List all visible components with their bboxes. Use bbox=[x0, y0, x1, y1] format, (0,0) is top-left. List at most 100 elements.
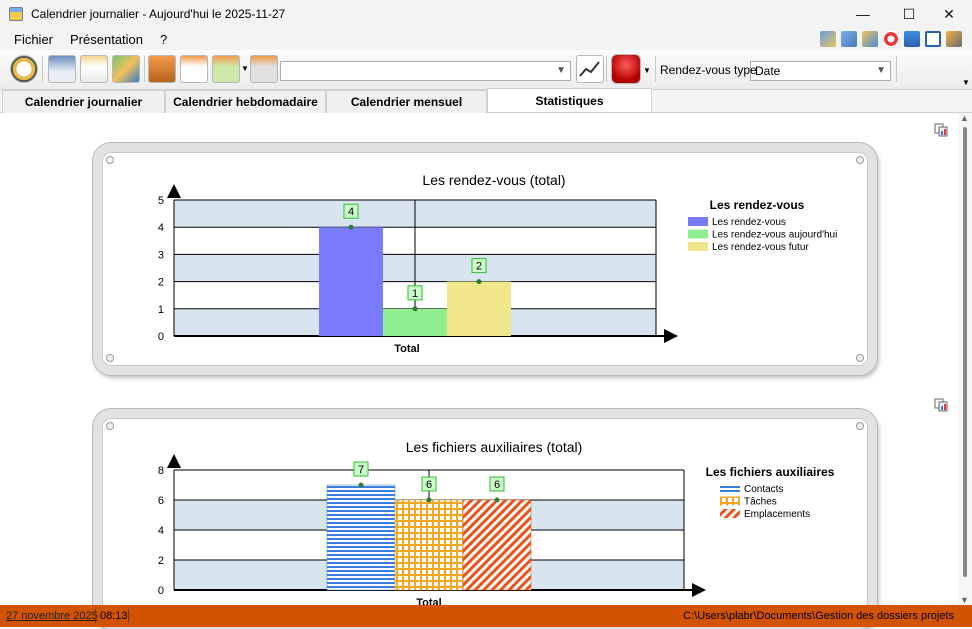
legend-label: Contacts bbox=[744, 484, 783, 495]
status-date-link[interactable]: 27 novembre 2025 bbox=[6, 610, 98, 622]
bar-3 bbox=[447, 281, 511, 336]
y-tick-label: 0 bbox=[158, 331, 164, 343]
y-tick-label: 2 bbox=[158, 555, 164, 567]
bar-marker-point bbox=[358, 482, 364, 488]
y-tick-label: 0 bbox=[158, 585, 164, 597]
bar-marker-point bbox=[412, 306, 418, 312]
search-combo[interactable]: ▼ bbox=[280, 61, 571, 81]
fichiers-auxiliaires-chart: Les fichiers auxiliaires (total)02468Tot… bbox=[158, 439, 835, 609]
data-label-box bbox=[489, 476, 505, 492]
y-tick-label: 4 bbox=[158, 525, 164, 537]
maximize-button[interactable]: ☐ bbox=[902, 5, 916, 22]
network-icon[interactable] bbox=[820, 31, 836, 47]
legend-label: Tâches bbox=[744, 497, 777, 508]
line-chart-icon[interactable] bbox=[576, 55, 604, 83]
scroll-down-icon[interactable]: ▼ bbox=[960, 595, 969, 605]
chevron-down-icon[interactable]: ▼ bbox=[556, 65, 566, 76]
chevron-down-icon[interactable]: ▼ bbox=[876, 65, 886, 76]
y-tick-label: 3 bbox=[158, 249, 164, 261]
tab-calendrier-journalier[interactable]: Calendrier journalier bbox=[2, 90, 165, 113]
chart-title: Les rendez-vous (total) bbox=[422, 172, 565, 188]
export-chart-icon[interactable] bbox=[934, 123, 948, 137]
bar-marker-point bbox=[494, 497, 500, 503]
y-tick-label: 1 bbox=[158, 304, 164, 316]
close-button[interactable]: ✕ bbox=[943, 5, 955, 22]
rdv-type-label: Rendez-vous type : bbox=[660, 63, 764, 77]
toolbar-overflow-icon[interactable]: ▼ bbox=[962, 78, 970, 87]
x-axis-arrow-icon bbox=[692, 583, 706, 597]
map-location-icon[interactable] bbox=[112, 55, 140, 83]
panel-screw-icon bbox=[106, 156, 114, 164]
monitor-icon[interactable] bbox=[904, 31, 920, 47]
toolbar-separator bbox=[606, 56, 607, 82]
bar-2 bbox=[394, 499, 464, 591]
tab-calendrier-hebdomadaire[interactable]: Calendrier hebdomadaire bbox=[165, 90, 326, 113]
menu-presentation[interactable]: Présentation bbox=[70, 31, 144, 47]
clock-icon[interactable] bbox=[10, 55, 38, 83]
window-title: Calendrier journalier - Aujourd'hui le 2… bbox=[31, 7, 286, 21]
status-bar: 27 novembre 2025 08:13 C:\Users\plabr\Do… bbox=[0, 605, 972, 627]
legend-swatch bbox=[720, 496, 740, 506]
rdv-type-value: Date bbox=[755, 64, 781, 78]
bar-1 bbox=[319, 227, 383, 336]
clipboard-tasks-icon[interactable] bbox=[80, 55, 108, 83]
minimize-button[interactable]: — bbox=[856, 6, 870, 22]
status-separator bbox=[95, 609, 96, 623]
status-time: 08:13 bbox=[100, 610, 128, 622]
bar-marker-point bbox=[426, 497, 432, 503]
menu-fichier[interactable]: Fichier bbox=[14, 31, 54, 47]
data-label: 7 bbox=[358, 464, 364, 476]
calendar-dropdown-chevron-icon[interactable]: ▼ bbox=[241, 64, 249, 73]
toolbar-separator bbox=[42, 56, 43, 82]
disk-icon[interactable] bbox=[841, 31, 857, 47]
exit-icon[interactable] bbox=[946, 31, 962, 47]
fullscreen-icon[interactable] bbox=[925, 31, 941, 47]
microphone-icon[interactable] bbox=[611, 54, 641, 84]
panel-screw-icon bbox=[856, 422, 864, 430]
microphone-dropdown-chevron-icon[interactable]: ▼ bbox=[643, 66, 651, 75]
status-separator bbox=[128, 609, 129, 623]
legend-swatch bbox=[688, 229, 708, 239]
tab-statistiques[interactable]: Statistiques bbox=[487, 88, 652, 112]
y-tick-label: 5 bbox=[158, 195, 164, 207]
data-label: 6 bbox=[426, 479, 432, 491]
chart-panel-fichiers-auxiliaires: Les fichiers auxiliaires (total) 0 2 4 6 8 Tot… bbox=[93, 409, 877, 629]
legend-swatch bbox=[720, 484, 740, 493]
chart-title: Les fichiers auxiliaires (total) bbox=[406, 439, 583, 455]
tab-calendrier-mensuel[interactable]: Calendrier mensuel bbox=[326, 90, 487, 113]
calendar-grid-icon[interactable] bbox=[250, 55, 278, 83]
legend-swatch bbox=[688, 217, 708, 226]
toolbar-separator bbox=[144, 56, 145, 82]
calendar-month-icon[interactable] bbox=[212, 55, 240, 83]
scrollbar-thumb[interactable] bbox=[963, 127, 967, 577]
status-path: C:\Users\plabr\Documents\Gestion des dos… bbox=[683, 610, 954, 622]
bar-marker-point bbox=[348, 224, 354, 230]
toolbar: ▼ ▼ ▼ Date ▼ ▼ bbox=[0, 50, 972, 90]
scroll-up-icon[interactable]: ▲ bbox=[960, 113, 969, 123]
calendar-week-icon[interactable] bbox=[180, 55, 208, 83]
folder-icon[interactable] bbox=[862, 31, 878, 47]
legend-label: Les rendez-vous aujourd'hui bbox=[712, 230, 837, 241]
bar-2 bbox=[383, 308, 447, 336]
rdv-type-select[interactable]: Date ▼ bbox=[750, 61, 891, 81]
menu-help[interactable]: ? bbox=[160, 31, 168, 47]
legend-title: Les fichiers auxiliaires bbox=[706, 465, 835, 479]
vertical-scrollbar[interactable]: ▲ ▼ bbox=[958, 113, 972, 605]
panel-screw-icon bbox=[106, 354, 114, 362]
data-label: 6 bbox=[494, 479, 500, 491]
y-tick-label: 4 bbox=[158, 222, 164, 234]
mini-toolbar bbox=[820, 31, 962, 47]
toolbar-separator bbox=[896, 56, 897, 82]
data-label-box bbox=[421, 476, 437, 492]
data-label-box bbox=[407, 285, 423, 301]
export-chart-icon[interactable] bbox=[934, 398, 948, 412]
calendar-day-icon[interactable] bbox=[148, 55, 176, 83]
y-tick-label: 8 bbox=[158, 465, 164, 477]
data-label-box bbox=[471, 258, 487, 274]
help-lifebuoy-icon[interactable] bbox=[883, 31, 899, 47]
contact-card-icon[interactable] bbox=[48, 55, 76, 83]
legend-swatch bbox=[688, 242, 708, 251]
data-label-box bbox=[353, 461, 369, 477]
y-tick-label: 6 bbox=[158, 495, 164, 507]
data-label: 2 bbox=[476, 261, 482, 273]
